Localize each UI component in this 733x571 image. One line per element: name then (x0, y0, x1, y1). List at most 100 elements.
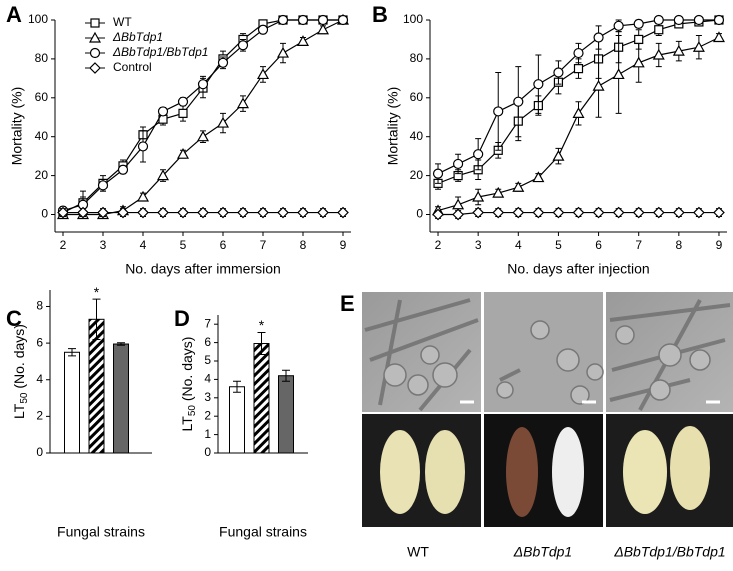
y-tick-label: 40 (35, 129, 49, 143)
panel-label: B (372, 2, 388, 27)
marker (117, 206, 129, 219)
marker (137, 141, 149, 152)
strain-label: ΔBbTdp1/BbTdp1 (613, 544, 725, 560)
marker (316, 23, 330, 35)
marker (452, 158, 464, 170)
bar (113, 343, 129, 454)
y-tick-label: 4 (36, 372, 43, 386)
marker (97, 206, 109, 219)
photo (484, 414, 603, 527)
marker (573, 47, 584, 59)
marker (432, 208, 444, 221)
micrographs (362, 292, 733, 412)
marker (89, 47, 101, 59)
y-tick-label: 2 (204, 408, 211, 422)
x-tick-label: 9 (716, 238, 723, 252)
y-label-part: 50 (187, 405, 198, 417)
larvae-photos (362, 414, 733, 527)
marker (177, 206, 189, 219)
y-tick-label: 80 (410, 51, 424, 65)
panel-label: D (174, 306, 190, 331)
error-bar (92, 298, 101, 340)
x-axis-label: Fungal strains (57, 524, 145, 540)
marker (337, 206, 349, 219)
marker (452, 208, 464, 221)
y-tick-label: 60 (410, 90, 424, 104)
marker (297, 206, 309, 219)
marker (217, 57, 229, 68)
marker (492, 206, 505, 219)
marker (532, 206, 545, 219)
y-tick-label: 8 (36, 299, 43, 313)
x-tick-label: 8 (675, 238, 682, 252)
y-tick-label: 0 (36, 445, 43, 459)
marker (593, 32, 604, 43)
marker (633, 18, 644, 29)
marker (653, 14, 664, 26)
marker (532, 171, 545, 183)
y-label-part: LT (11, 403, 27, 419)
marker (77, 206, 89, 219)
marker (177, 96, 189, 107)
y-tick-label: 6 (204, 335, 211, 349)
y-tick-label: 1 (204, 427, 211, 441)
marker (236, 97, 250, 109)
y-tick-label: 100 (28, 12, 48, 26)
marker (632, 206, 645, 219)
marker (592, 79, 605, 91)
bar (229, 386, 245, 454)
y-tick-label: 20 (410, 168, 424, 182)
legend-label: Control (113, 60, 152, 74)
marker (552, 149, 565, 161)
marker (612, 206, 625, 219)
marker (652, 48, 665, 60)
marker (692, 40, 705, 52)
marker (317, 14, 329, 26)
marker (592, 206, 605, 219)
y-tick-label: 7 (204, 316, 211, 330)
error-bar (68, 348, 76, 357)
marker (136, 190, 150, 202)
x-tick-label: 3 (475, 238, 482, 252)
marker (472, 190, 485, 202)
y-tick-label: 0 (41, 207, 48, 221)
marker (512, 181, 525, 192)
y-axis-label: LT50 (No. days) (11, 324, 30, 419)
marker (573, 64, 584, 74)
marker (137, 206, 149, 219)
marker (89, 62, 101, 74)
marker (117, 164, 129, 175)
x-tick-label: 6 (595, 238, 602, 252)
marker (553, 67, 564, 78)
annotation: * (259, 317, 265, 333)
y-tick-label: 100 (403, 12, 423, 26)
marker (652, 206, 665, 219)
marker (452, 198, 465, 210)
marker (97, 180, 109, 191)
marker (693, 206, 705, 219)
marker (88, 31, 102, 43)
y-tick-label: 20 (35, 168, 49, 182)
x-tick-label: 2 (60, 238, 67, 252)
y-tick-label: 60 (35, 90, 49, 104)
marker (552, 206, 565, 219)
marker (713, 14, 725, 26)
marker (472, 206, 485, 219)
annotation: * (94, 284, 100, 300)
y-tick-label: 5 (204, 353, 211, 367)
marker (276, 46, 290, 58)
x-tick-label: 4 (515, 238, 522, 252)
x-tick-label: 4 (140, 238, 147, 252)
error-bar (117, 342, 125, 346)
y-tick-label: 40 (410, 129, 424, 143)
marker (712, 31, 725, 43)
marker (277, 14, 289, 26)
marker (632, 56, 645, 68)
marker (156, 169, 170, 181)
marker (513, 96, 524, 107)
marker (157, 106, 169, 117)
y-tick-label: 4 (204, 372, 211, 386)
y-tick-label: 6 (36, 335, 43, 349)
marker (572, 206, 585, 219)
